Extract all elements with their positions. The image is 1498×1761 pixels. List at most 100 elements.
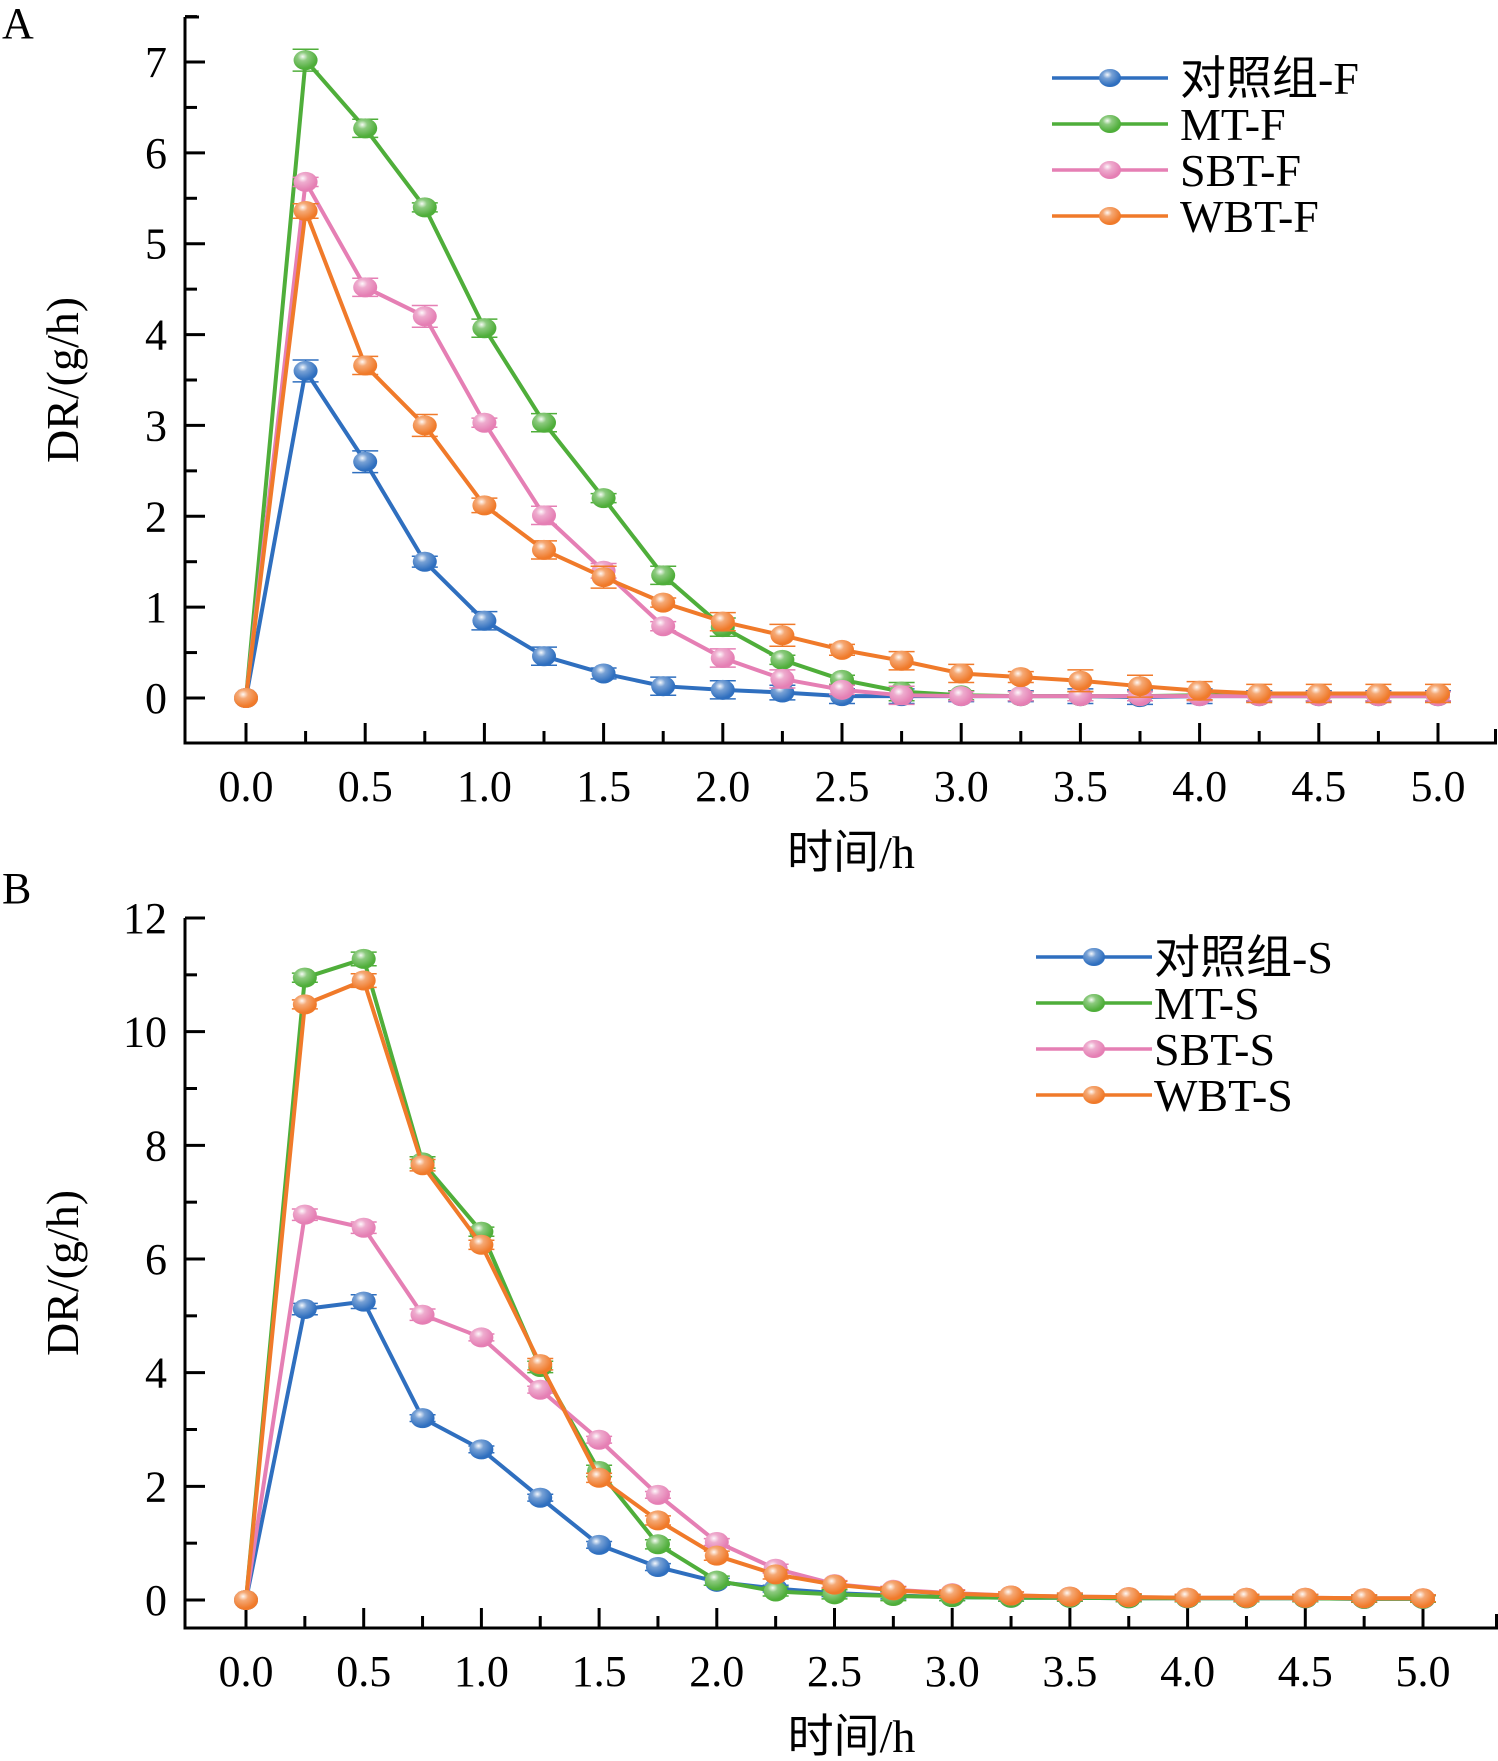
data-point-highlight: [469, 1439, 494, 1460]
data-point-highlight: [645, 1484, 670, 1505]
data-point-highlight: [587, 1429, 612, 1450]
y-tick-label: 8: [145, 1121, 167, 1170]
data-point-highlight: [410, 1155, 435, 1176]
data-point-highlight: [351, 970, 376, 991]
x-axis-title: 时间/h: [788, 1711, 916, 1761]
data-point-highlight: [1306, 683, 1331, 704]
data-point-highlight: [949, 663, 974, 684]
legend-label: WBT-F: [1180, 191, 1319, 242]
x-axis-title: 时间/h: [787, 827, 915, 878]
data-point-highlight: [1366, 683, 1391, 704]
legend-label: SBT-S: [1154, 1024, 1275, 1075]
data-point-highlight: [645, 1534, 670, 1555]
y-tick-label: 5: [145, 220, 167, 269]
series-3: [234, 171, 1451, 708]
x-tick-label: 1.0: [457, 762, 512, 811]
y-tick-label: 2: [145, 1462, 167, 1511]
data-point-highlight: [1426, 683, 1450, 704]
data-point-highlight: [292, 994, 317, 1015]
legend-marker-highlight: [1099, 207, 1121, 225]
data-point-highlight: [889, 685, 914, 706]
data-point-highlight: [949, 686, 974, 707]
x-tick-label: 3.5: [1053, 762, 1108, 811]
x-tick-label: 5.0: [1411, 762, 1466, 811]
legend-item: MT-F: [1052, 99, 1286, 150]
data-point-highlight: [472, 318, 497, 339]
data-point-highlight: [1352, 1588, 1377, 1609]
panel-label: A: [2, 0, 34, 48]
data-point-highlight: [645, 1510, 670, 1531]
data-point-highlight: [412, 551, 437, 572]
x-tick-label: 0.5: [338, 762, 393, 811]
x-tick-label: 1.5: [572, 1647, 627, 1696]
data-point-highlight: [1128, 676, 1152, 697]
y-tick-label: 12: [123, 894, 167, 943]
x-tick-label: 1.0: [454, 1647, 509, 1696]
y-tick-label: 10: [123, 1008, 167, 1057]
x-tick-label: 2.0: [689, 1647, 744, 1696]
data-point-highlight: [822, 1574, 847, 1595]
legend-marker-highlight: [1099, 69, 1121, 87]
x-tick-label: 3.0: [925, 1647, 980, 1696]
x-tick-label: 2.5: [815, 762, 870, 811]
data-point-highlight: [353, 451, 378, 472]
data-point-highlight: [710, 648, 735, 669]
data-point-highlight: [591, 663, 616, 684]
data-point-highlight: [353, 277, 378, 298]
series-3: [234, 1204, 1436, 1610]
data-point-highlight: [1008, 686, 1033, 707]
legend-marker-highlight: [1083, 1086, 1105, 1104]
data-point-highlight: [234, 1590, 258, 1610]
data-point-highlight: [412, 197, 437, 218]
x-tick-label: 0.5: [336, 1647, 391, 1696]
data-point-highlight: [1175, 1587, 1200, 1608]
data-point-highlight: [591, 488, 616, 509]
data-point-highlight: [351, 1291, 376, 1312]
data-point-highlight: [293, 360, 318, 381]
data-point-highlight: [940, 1583, 965, 1604]
y-tick-label: 6: [145, 1235, 167, 1284]
x-tick-label: 2.0: [695, 762, 750, 811]
data-point-highlight: [353, 118, 378, 139]
data-point-highlight: [1187, 680, 1212, 701]
legend-marker-highlight: [1083, 994, 1105, 1012]
series-1: [234, 1291, 1436, 1610]
y-tick-label: 0: [145, 674, 167, 723]
data-point-highlight: [293, 50, 318, 71]
data-point-highlight: [587, 1534, 612, 1555]
x-tick-label: 4.0: [1172, 762, 1227, 811]
data-point-highlight: [351, 1217, 376, 1238]
data-point-highlight: [532, 539, 556, 560]
data-point-highlight: [528, 1354, 553, 1375]
data-point-highlight: [412, 415, 437, 436]
x-tick-label: 3.5: [1042, 1647, 1097, 1696]
series-line: [244, 1212, 1423, 1601]
legend-item: 对照组-S: [1036, 932, 1333, 983]
x-tick-label: 4.5: [1278, 1647, 1333, 1696]
series-line: [244, 209, 1438, 699]
data-point-highlight: [410, 1408, 435, 1429]
data-point-highlight: [410, 1304, 435, 1325]
x-tick-label: 4.5: [1291, 762, 1346, 811]
data-point-highlight: [469, 1327, 494, 1348]
data-point-highlight: [645, 1557, 670, 1578]
data-point-highlight: [830, 679, 854, 700]
data-point-highlight: [1234, 1587, 1259, 1608]
y-tick-label: 0: [145, 1576, 167, 1625]
data-point-highlight: [528, 1379, 553, 1400]
data-point-highlight: [651, 565, 676, 586]
data-point-highlight: [651, 676, 676, 697]
panel-a: A 0 1 2 3 4 5 6 7 0.0 0.5 1.0 1.5 2.0 2.5 3.0 3.5 4.0 4.5 5…: [2, 0, 1497, 878]
x-tick-label: 0.0: [219, 1647, 274, 1696]
y-tick-label: 1: [145, 583, 167, 632]
data-point-highlight: [704, 1570, 729, 1591]
y-axis-title: DR/(g/h): [37, 1190, 88, 1356]
legend-marker-highlight: [1099, 115, 1121, 133]
legend-label: WBT-S: [1154, 1070, 1293, 1121]
data-point-highlight: [999, 1585, 1024, 1606]
series-4: [234, 970, 1436, 1610]
data-point-highlight: [532, 412, 556, 433]
legend-item: MT-S: [1036, 978, 1260, 1029]
x-tick-label: 0.0: [219, 762, 274, 811]
